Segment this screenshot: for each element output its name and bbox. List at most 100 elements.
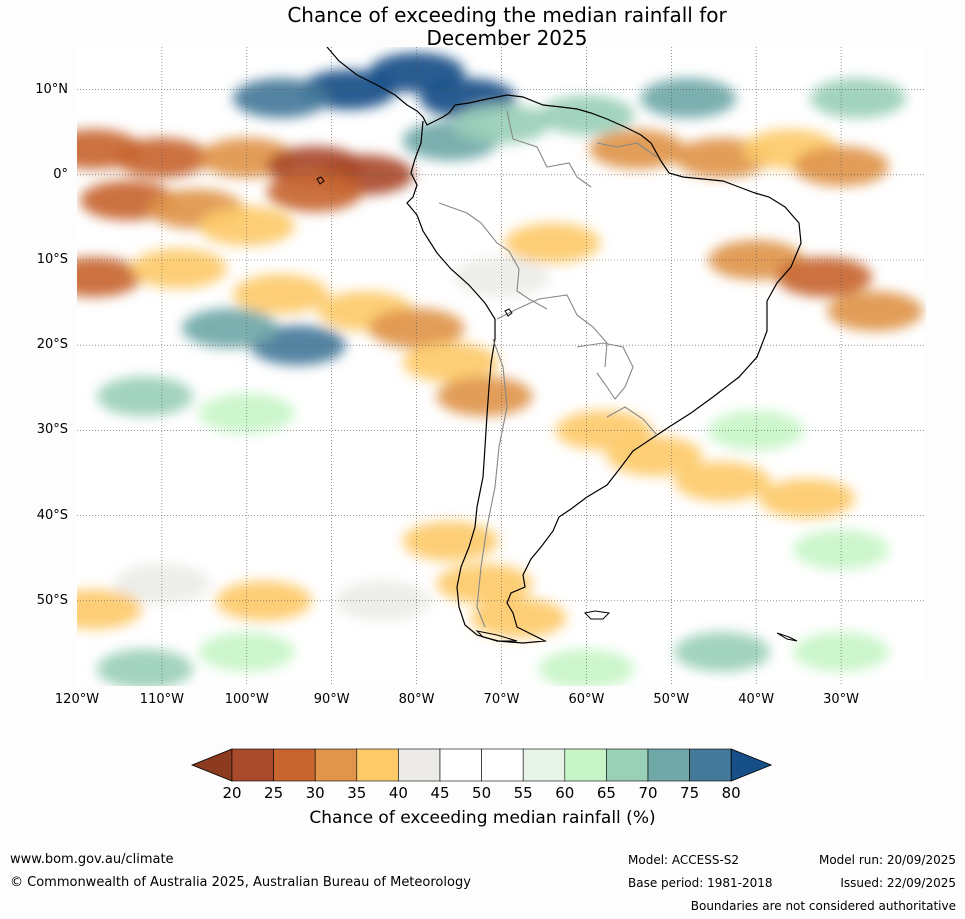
central-america-coast xyxy=(326,47,456,126)
map-title: Chance of exceeding the median rainfall … xyxy=(0,4,965,50)
colorbar-tick-label: 25 xyxy=(264,784,284,802)
colorbar-segment xyxy=(481,748,524,782)
country-borders xyxy=(438,110,658,628)
colorbar-tick-label: 70 xyxy=(638,784,658,802)
rainfall-cell xyxy=(436,376,533,417)
longitude-label: 40°W xyxy=(738,692,775,707)
longitude-label: 50°W xyxy=(653,692,690,707)
rainfall-cell xyxy=(436,563,533,604)
rainfall-cell xyxy=(759,478,856,519)
border-peru-brazil xyxy=(438,202,548,310)
colorbar-tick-label: 20 xyxy=(222,784,242,802)
rainfall-cell xyxy=(402,342,499,383)
rainfall-cell xyxy=(113,563,210,604)
rainfall-cell xyxy=(198,631,295,672)
rainfall-cell xyxy=(198,205,295,246)
rainfall-cell xyxy=(538,648,635,686)
rainfall-cell xyxy=(266,171,363,212)
colorbar-segment xyxy=(647,748,690,782)
south-america-coast xyxy=(406,94,802,644)
border-colombia-venezuela xyxy=(506,110,592,188)
base-period: Base period: 1981-2018 xyxy=(628,876,773,890)
rainfall-cell xyxy=(77,461,142,502)
rainfall-cell xyxy=(113,137,210,178)
title-line-2: December 2025 xyxy=(426,26,588,50)
rainfall-cell xyxy=(674,461,771,502)
border-argentina-chile xyxy=(476,338,508,628)
latitude-label: 0° xyxy=(53,166,68,182)
rainfall-cell xyxy=(130,248,227,289)
longitude-label: 80°W xyxy=(398,692,435,707)
rainfall-cell xyxy=(606,435,703,476)
rainfall-cell xyxy=(470,597,567,638)
model-run-date: Model run: 20/09/2025 xyxy=(818,853,956,867)
colorbar-segment xyxy=(273,748,316,782)
issued-date: Issued: 22/09/2025 xyxy=(840,876,956,890)
rainfall-map xyxy=(77,47,926,686)
rainfall-cell xyxy=(793,146,890,187)
rainfall-cell xyxy=(793,529,890,570)
rainfall-cell xyxy=(77,589,142,630)
rainfall-cell xyxy=(776,257,873,298)
islands xyxy=(316,176,798,642)
colorbar-segment xyxy=(564,748,607,782)
website-link[interactable]: www.bom.gov.au/climate xyxy=(10,852,174,867)
colorbar-segment xyxy=(356,748,399,782)
rainfall-cell xyxy=(453,103,550,144)
tierra-del-fuego xyxy=(475,630,518,642)
rainfall-cell xyxy=(793,631,890,672)
south-georgia xyxy=(776,632,798,642)
longitude-label: 110°W xyxy=(139,692,184,707)
colorbar-segment xyxy=(439,748,482,782)
rainfall-cell xyxy=(232,274,329,315)
latitude-label: 10°S xyxy=(36,252,68,267)
colorbar-segment xyxy=(522,748,566,782)
boundaries-disclaimer: Boundaries are not considered authoritat… xyxy=(690,899,956,913)
rainfall-cell xyxy=(96,648,193,686)
colorbar xyxy=(190,748,773,782)
rainfall-cell xyxy=(368,308,465,349)
rainfall-cell xyxy=(810,78,907,119)
colorbar-tick-label: 40 xyxy=(388,784,408,802)
rainfall-cell xyxy=(96,376,193,417)
longitude-label: 70°W xyxy=(483,692,520,707)
rainfall-cell xyxy=(334,580,431,621)
latitude-label: 40°S xyxy=(36,507,68,523)
lake-titicaca xyxy=(504,308,513,317)
colorbar-tick-label: 30 xyxy=(305,784,325,802)
rainfall-cell xyxy=(77,257,142,298)
border-bolivia xyxy=(496,294,608,368)
latitude-label: 50°S xyxy=(36,592,68,608)
colorbar-tick-label: 50 xyxy=(472,784,492,802)
rainfall-cell xyxy=(232,78,329,119)
colorbar-segment xyxy=(398,748,441,782)
falkland-islands xyxy=(583,610,611,620)
colorbar-extend-low xyxy=(190,748,233,782)
colorbar-tick-label: 45 xyxy=(430,784,450,802)
colorbar-segment xyxy=(606,748,649,782)
coastlines xyxy=(326,47,802,644)
copyright-text: © Commonwealth of Australia 2025, Austra… xyxy=(10,875,471,890)
rainfall-cell xyxy=(606,546,703,587)
border-guianas xyxy=(596,142,658,158)
border-uruguay xyxy=(606,406,658,436)
latitude-label: 30°S xyxy=(36,422,68,438)
longitude-label: 30°W xyxy=(823,692,860,707)
colorbar-tick-label: 60 xyxy=(555,784,575,802)
latitude-label: 10°N xyxy=(35,81,68,97)
colorbar-extend-high xyxy=(730,748,773,782)
colorbar-tick-label: 75 xyxy=(680,784,700,802)
rainfall-cell xyxy=(504,222,601,263)
rainfall-cell xyxy=(538,95,635,136)
colorbar-tick-label: 55 xyxy=(513,784,533,802)
title-line-1: Chance of exceeding the median rainfall … xyxy=(287,3,727,27)
rainfall-cell xyxy=(640,78,737,119)
colorbar-segment xyxy=(689,748,732,782)
galapagos-islands xyxy=(316,176,325,185)
colorbar-tick-label: 65 xyxy=(596,784,616,802)
rainfall-cell xyxy=(674,631,771,672)
rainfall-cell xyxy=(402,521,499,562)
rainfall-cell xyxy=(589,129,686,170)
rainfall-cell xyxy=(181,308,278,349)
rainfall-cell xyxy=(317,427,414,468)
